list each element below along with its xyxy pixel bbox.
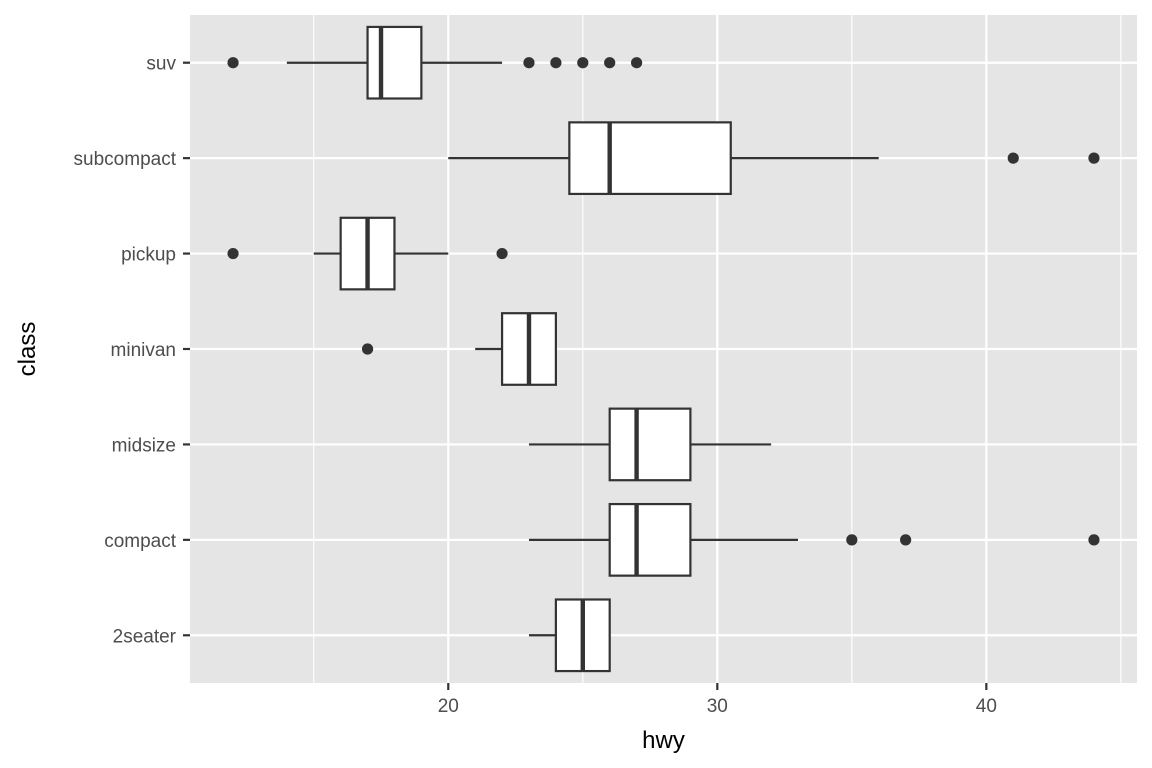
outlier-point [361, 343, 374, 355]
y-tick-label-midsize: midsize [112, 435, 176, 456]
x-tick-label: 40 [976, 696, 997, 717]
outlier-point [496, 247, 508, 260]
box-group-pickup [227, 216, 508, 291]
outlier-point [550, 57, 562, 69]
x-axis-title: hwy [642, 727, 685, 754]
outlier-point [227, 247, 239, 260]
outlier-point [630, 57, 643, 69]
axis-layer: 20 30 40 2seater compact midsize minivan pickup… [74, 54, 997, 717]
outlier-point [900, 534, 912, 546]
outlier-point [1088, 534, 1100, 546]
y-tick-label-minivan: minivan [111, 340, 176, 361]
y-tick-label-pickup: pickup [121, 245, 176, 266]
y-tick-label-2seater: 2seater [113, 626, 177, 647]
outlier-point [1088, 152, 1100, 164]
box-iqr [608, 502, 692, 577]
outlier-point [1007, 152, 1019, 164]
box-group-compact [528, 502, 1100, 577]
y-tick-label-suv: suv [146, 54, 176, 75]
outlier-point [846, 534, 858, 546]
box-iqr [366, 25, 423, 100]
box-layer [227, 25, 1100, 673]
outlier-point [227, 57, 239, 69]
y-tick-label-subcompact: subcompact [74, 149, 177, 170]
y-tick-label-compact: compact [104, 531, 177, 552]
box-group-minivan [361, 312, 557, 386]
box-group-2seater [528, 598, 611, 673]
box-group-subcompact [448, 121, 1100, 196]
box-group-midsize [528, 407, 772, 482]
x-tick-label: 20 [438, 696, 459, 717]
outlier-point [577, 57, 589, 69]
outlier-point [523, 57, 535, 69]
outlier-point [604, 57, 616, 69]
y-axis-title: class [14, 322, 41, 377]
box-iqr [568, 121, 732, 196]
box-iqr [608, 407, 692, 482]
box-group-suv [227, 25, 643, 100]
x-tick-label: 30 [707, 696, 728, 717]
